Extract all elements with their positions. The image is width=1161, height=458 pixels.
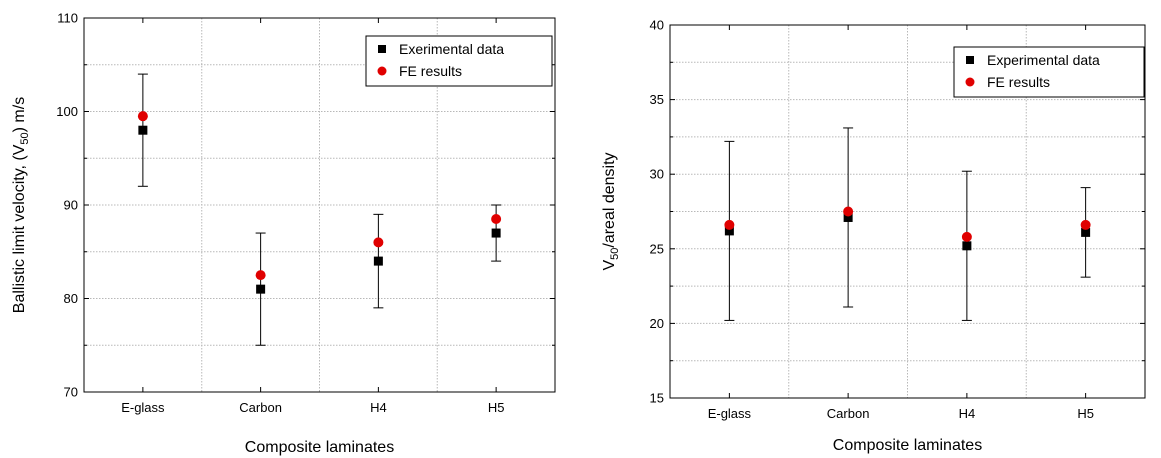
fe-point xyxy=(961,231,972,242)
fe-point xyxy=(255,270,266,281)
y-tick-label: 100 xyxy=(56,104,78,119)
grid xyxy=(84,18,555,392)
legend-circle-marker xyxy=(965,77,975,87)
fe-point xyxy=(373,237,384,248)
fe-point xyxy=(491,214,502,225)
y-tick-label: 20 xyxy=(650,316,664,331)
x-tick-label: H5 xyxy=(1077,406,1094,421)
fe-point xyxy=(843,206,854,217)
y-axis-title: V50/areal density xyxy=(601,152,621,270)
legend: Experimental data FE results xyxy=(953,46,1145,98)
y-tick-label: 80 xyxy=(64,291,78,306)
experimental-point xyxy=(491,228,501,238)
experimental-point xyxy=(724,226,734,236)
x-tick-label: E-glass xyxy=(708,406,752,421)
series-experimental xyxy=(724,127,1091,321)
legend-square-marker xyxy=(378,45,386,53)
y-tick-label: 110 xyxy=(57,11,78,26)
fe-point xyxy=(1080,219,1091,230)
x-tick-label: Carbon xyxy=(239,400,282,415)
grid xyxy=(670,25,1145,398)
y-tick-label: 15 xyxy=(650,391,664,406)
y-tick-label: 90 xyxy=(64,198,78,213)
legend-box xyxy=(953,46,1145,98)
series-fe xyxy=(724,206,1091,242)
y-tick-label: 70 xyxy=(64,385,78,400)
x-tick-label: E-glass xyxy=(121,400,165,415)
experimental-point xyxy=(373,256,383,266)
x-tick-label: H5 xyxy=(488,400,505,415)
y-axis-title: Ballistic limit velocity, (V50) m/s xyxy=(11,97,31,313)
x-tick-label: H4 xyxy=(370,400,387,415)
legend-label-experimental: Exerimental data xyxy=(399,41,504,57)
y-tick-label: 35 xyxy=(650,92,664,107)
x-axis-title: Composite laminates xyxy=(245,439,394,456)
y-tick-label: 40 xyxy=(650,18,664,33)
legend-label-fe: FE results xyxy=(399,63,462,79)
chart-left: 70 80 90 100 110 E-glass Carbon H4 H5 Composite l… xyxy=(11,11,556,456)
legend-square-marker xyxy=(966,56,974,64)
series-fe xyxy=(137,111,502,281)
legend-label-experimental: Experimental data xyxy=(987,52,1100,68)
y-tick-label: 25 xyxy=(650,241,664,256)
experimental-point xyxy=(962,241,972,251)
y-tick-label: 30 xyxy=(650,167,664,182)
experimental-point xyxy=(843,212,853,222)
fe-point xyxy=(137,111,148,122)
legend-label-fe: FE results xyxy=(987,74,1050,90)
experimental-point xyxy=(1081,227,1091,237)
x-tick-label: Carbon xyxy=(827,406,870,421)
experimental-point xyxy=(256,284,266,294)
experimental-point xyxy=(138,125,148,135)
legend: Exerimental data FE results xyxy=(365,35,553,87)
legend-box xyxy=(365,35,553,87)
legend-circle-marker xyxy=(377,66,387,76)
x-tick-label: H4 xyxy=(959,406,976,421)
x-axis-title: Composite laminates xyxy=(833,437,982,454)
series-experimental xyxy=(137,73,502,346)
chart-right: 15 20 25 30 35 40 E-glass Carbon H4 H5 Composite l… xyxy=(601,18,1146,454)
fe-point xyxy=(724,219,735,230)
